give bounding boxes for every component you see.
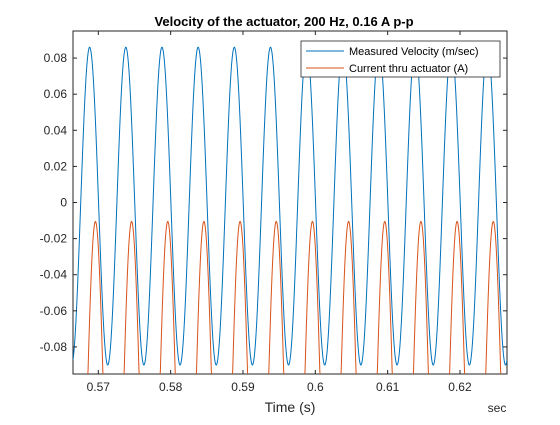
x-tick-label: 0.57	[87, 380, 111, 394]
x-tick-label: 0.62	[448, 380, 472, 394]
legend-box	[300, 40, 501, 78]
y-tick-label: 0.06	[44, 87, 68, 101]
series-layer	[73, 46, 507, 374]
y-tick-label: 0.08	[44, 51, 68, 65]
y-tick-label: 0.02	[44, 159, 68, 173]
chart-title: Velocity of the actuator, 200 Hz, 0.16 A…	[154, 14, 413, 29]
x-axis-unit-label: sec	[488, 401, 507, 415]
y-tick-label: -0.08	[40, 340, 68, 354]
legend-label-velocity: Measured Velocity (m/sec)	[349, 46, 479, 58]
y-tick-label: -0.02	[40, 232, 68, 246]
plot-area: 0.57 0.58 0.59 0.6 0.61 0.62 -0.08-0.06-0.04-…	[40, 30, 508, 394]
x-tick-label: 0.58	[159, 380, 183, 394]
axes-box	[72, 30, 508, 375]
x-axis: 0.57 0.58 0.59 0.6 0.61 0.62	[87, 31, 472, 394]
x-tick-label: 0.61	[376, 380, 400, 394]
y-tick-label: 0	[60, 196, 67, 210]
y-axis: -0.08 -0.06 -0.04 -0.02 0 0.02 0.04 0.06 0.08	[40, 51, 507, 354]
legend-label-current: Current thru actuator (A)	[349, 63, 468, 75]
x-tick-label: 0.6	[307, 380, 324, 394]
y-tick-label: -0.04	[40, 268, 68, 282]
x-axis-label: Time (s)	[265, 399, 316, 415]
y-tick-label: 0.04	[44, 123, 68, 137]
legend: Measured Velocity (m/sec) Current thru a…	[300, 40, 501, 78]
y-tick-label: -0.06	[40, 304, 68, 318]
x-tick-label: 0.59	[231, 380, 255, 394]
series-line-velocity	[73, 46, 507, 366]
